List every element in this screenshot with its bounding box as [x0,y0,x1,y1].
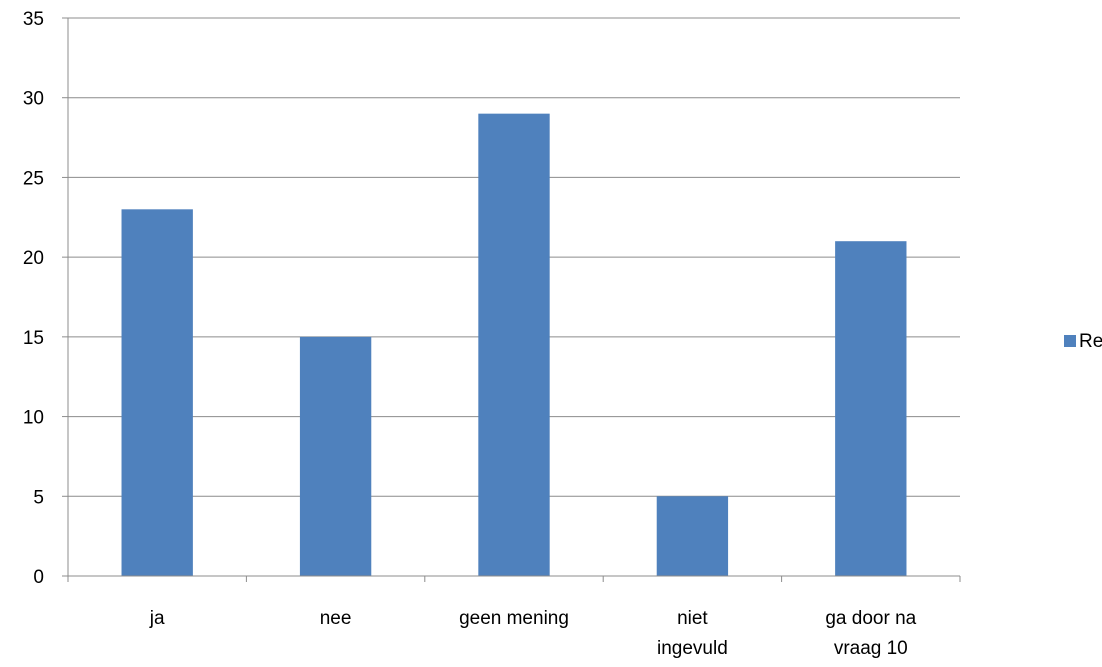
y-tick-label-25: 25 [23,168,44,189]
legend: Reeks1 [1064,331,1102,352]
legend-label-reeks1: Reeks1 [1079,331,1102,352]
x-tick-label-nee: nee [320,608,352,629]
y-tick-label-35: 35 [23,9,44,30]
y-tick-label-5: 5 [33,487,44,508]
bar-nee [299,336,372,576]
bar-ja [121,209,193,577]
bars [121,113,907,577]
y-tick-label-10: 10 [23,408,44,429]
y-tick-label-20: 20 [23,248,44,269]
y-tick-label-30: 30 [23,89,44,110]
bar-ga-door-na-vraag-10 [835,241,907,576]
bar-niet-ingevuld [656,496,729,576]
labels: 0 5 10 15 20 25 30 35 ja nee geen mening niet ingevu… [23,9,917,659]
x-tick-label-ja: ja [149,608,165,629]
axes [62,17,961,582]
bar-geen-mening [478,113,550,577]
x-tick-label-ga-door-na-vraag-10: ga door na vraag 10 [825,608,916,659]
x-tick-label-niet-ingevuld: niet ingevuld [657,608,728,659]
legend-swatch-reeks1 [1064,335,1076,347]
y-tick-label-0: 0 [33,567,44,588]
y-tick-label-15: 15 [23,328,44,349]
x-tick-label-geen-mening: geen mening [459,608,569,629]
